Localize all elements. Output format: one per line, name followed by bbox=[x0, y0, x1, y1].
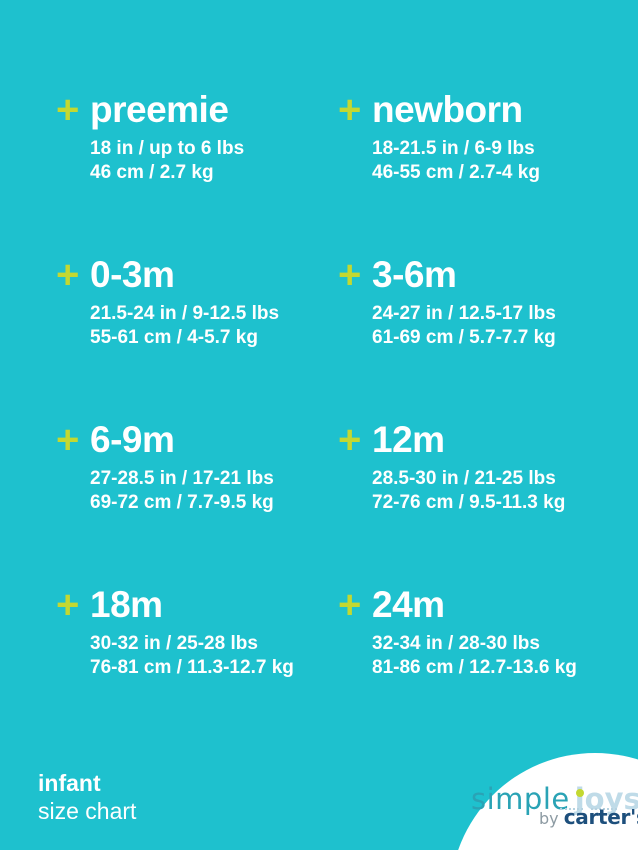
size-entry-text: newborn 18-21.5 in / 6-9 lbs 46-55 cm / … bbox=[372, 89, 540, 185]
stitch-dots-left bbox=[560, 807, 583, 810]
size-entry-text: 12m 28.5-30 in / 21-25 lbs 72-76 cm / 9.… bbox=[372, 419, 566, 515]
size-label: 18m bbox=[90, 584, 163, 625]
size-imperial: 32-34 in / 28-30 lbs bbox=[372, 633, 540, 654]
size-entry-text: 18m 30-32 in / 25-28 lbs 76-81 cm / 11.3… bbox=[90, 584, 294, 680]
size-imperial: 21.5-24 in / 9-12.5 lbs bbox=[90, 303, 280, 324]
size-grid: + preemie 18 in / up to 6 lbs 46 cm / 2.… bbox=[56, 88, 638, 752]
size-entry-6-9m: + 6-9m 27-28.5 in / 17-21 lbs 69-72 cm /… bbox=[56, 418, 338, 587]
size-label: 0-3m bbox=[90, 254, 175, 295]
chart-caption: infant size chart bbox=[38, 769, 136, 825]
size-entry-text: 0-3m 21.5-24 in / 9-12.5 lbs 55-61 cm / … bbox=[90, 254, 280, 350]
size-entry-18m: + 18m 30-32 in / 25-28 lbs 76-81 cm / 11… bbox=[56, 583, 338, 752]
size-imperial: 28.5-30 in / 21-25 lbs bbox=[372, 468, 556, 489]
size-label: 24m bbox=[372, 584, 445, 625]
brand-byline: by carter's™ bbox=[539, 805, 638, 829]
plus-icon: + bbox=[56, 418, 80, 462]
brand-word-simple: simple bbox=[471, 782, 570, 816]
size-entry-12m: + 12m 28.5-30 in / 21-25 lbs 72-76 cm / … bbox=[338, 418, 638, 587]
plus-icon: + bbox=[56, 583, 80, 627]
size-label: 12m bbox=[372, 419, 445, 460]
stitch-dots-right bbox=[591, 807, 617, 810]
size-entry-0-3m: + 0-3m 21.5-24 in / 9-12.5 lbs 55-61 cm … bbox=[56, 253, 338, 422]
size-metric: 61-69 cm / 5.7-7.7 kg bbox=[372, 327, 556, 348]
byline-by: by bbox=[539, 809, 559, 828]
size-entry-3-6m: + 3-6m 24-27 in / 12.5-17 lbs 61-69 cm /… bbox=[338, 253, 638, 422]
size-label: preemie bbox=[90, 89, 229, 130]
plus-icon: + bbox=[338, 253, 362, 297]
size-entry-newborn: + newborn 18-21.5 in / 6-9 lbs 46-55 cm … bbox=[338, 88, 638, 257]
size-metric: 81-86 cm / 12.7-13.6 kg bbox=[372, 657, 577, 678]
plus-icon: + bbox=[338, 88, 362, 132]
size-entry-24m: + 24m 32-34 in / 28-30 lbs 81-86 cm / 12… bbox=[338, 583, 638, 752]
size-imperial: 30-32 in / 25-28 lbs bbox=[90, 633, 258, 654]
chart-title: infant bbox=[38, 770, 101, 796]
joys-dot-icon bbox=[575, 789, 584, 797]
plus-icon: + bbox=[56, 88, 80, 132]
byline-carters: carter's bbox=[563, 805, 638, 829]
size-imperial: 18 in / up to 6 lbs bbox=[90, 138, 245, 159]
size-metric: 69-72 cm / 7.7-9.5 kg bbox=[90, 492, 274, 513]
brand-wordmark: simplejoys™ bbox=[471, 777, 638, 815]
size-metric: 76-81 cm / 11.3-12.7 kg bbox=[90, 657, 294, 678]
size-metric: 46 cm / 2.7 kg bbox=[90, 162, 214, 183]
size-imperial: 27-28.5 in / 17-21 lbs bbox=[90, 468, 274, 489]
size-metric: 55-61 cm / 4-5.7 kg bbox=[90, 327, 258, 348]
size-imperial: 24-27 in / 12.5-17 lbs bbox=[372, 303, 556, 324]
size-metric: 72-76 cm / 9.5-11.3 kg bbox=[372, 492, 566, 513]
plus-icon: + bbox=[56, 253, 80, 297]
size-entry-text: preemie 18 in / up to 6 lbs 46 cm / 2.7 … bbox=[90, 89, 245, 185]
size-entry-text: 6-9m 27-28.5 in / 17-21 lbs 69-72 cm / 7… bbox=[90, 419, 274, 515]
size-label: 3-6m bbox=[372, 254, 457, 295]
size-imperial: 18-21.5 in / 6-9 lbs bbox=[372, 138, 535, 159]
size-label: 6-9m bbox=[90, 419, 175, 460]
chart-subtitle: size chart bbox=[38, 798, 137, 824]
size-metric: 46-55 cm / 2.7-4 kg bbox=[372, 162, 540, 183]
plus-icon: + bbox=[338, 583, 362, 627]
size-entry-text: 24m 32-34 in / 28-30 lbs 81-86 cm / 12.7… bbox=[372, 584, 577, 680]
size-label: newborn bbox=[372, 89, 523, 130]
plus-icon: + bbox=[338, 418, 362, 462]
size-entry-preemie: + preemie 18 in / up to 6 lbs 46 cm / 2.… bbox=[56, 88, 338, 257]
size-entry-text: 3-6m 24-27 in / 12.5-17 lbs 61-69 cm / 5… bbox=[372, 254, 556, 350]
